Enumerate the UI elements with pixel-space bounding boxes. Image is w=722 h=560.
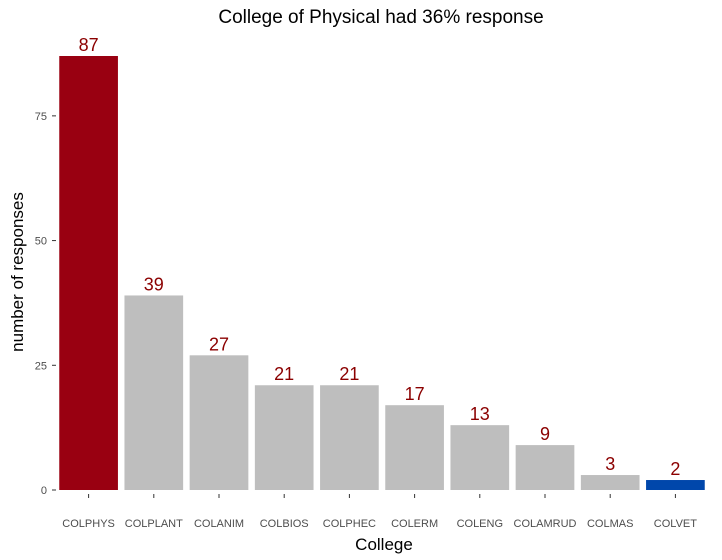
- data-label-colvet: 2: [670, 459, 680, 479]
- bar-colamrud: [515, 445, 575, 490]
- x-axis-title: College: [355, 535, 413, 554]
- x-tick-label-colphys: COLPHYS: [62, 518, 115, 530]
- bar-colmas: [580, 475, 640, 490]
- data-label-colamrud: 9: [540, 424, 550, 444]
- data-label-colphys: 87: [79, 35, 99, 55]
- bar-colphys: [59, 56, 118, 490]
- x-tick-label-colerm: COLERM: [391, 518, 438, 530]
- bar-colvet: [646, 480, 705, 490]
- x-tick-label-colplant: COLPLANT: [125, 518, 183, 530]
- bar-colphec: [320, 385, 379, 490]
- x-axis: COLPHYS COLPLANT COLANIM COLBIOS COLPHEC COLE…: [62, 494, 697, 530]
- data-label-colbios: 21: [274, 364, 294, 384]
- bar-colbios: [254, 385, 314, 490]
- data-label-coleng: 13: [470, 404, 490, 424]
- y-tick-label: 25: [35, 360, 47, 372]
- data-labels: 87 39 27 21 21 17 13 9 3 2: [79, 35, 681, 479]
- y-tick-label: 0: [41, 485, 47, 497]
- y-axis: 0 25 50 75: [35, 111, 56, 497]
- x-tick-label-colamrud: COLAMRUD: [514, 518, 577, 530]
- bar-colplant: [124, 295, 184, 490]
- data-label-colerm: 17: [405, 384, 425, 404]
- x-tick-label-coleng: COLENG: [457, 518, 503, 530]
- data-label-colphec: 21: [339, 364, 359, 384]
- data-label-colplant: 39: [144, 274, 164, 294]
- x-tick-label-colbios: COLBIOS: [260, 518, 309, 530]
- bar-coleng: [450, 425, 510, 490]
- bars: [59, 56, 705, 490]
- chart-title: College of Physical had 36% response: [218, 7, 543, 28]
- bar-colanim: [189, 355, 249, 490]
- bar-colerm: [385, 405, 444, 490]
- data-label-colanim: 27: [209, 334, 229, 354]
- x-tick-label-colmas: COLMAS: [587, 518, 633, 530]
- x-tick-label-colphec: COLPHEC: [323, 518, 376, 530]
- data-label-colmas: 3: [605, 454, 615, 474]
- x-tick-label-colanim: COLANIM: [194, 518, 244, 530]
- y-axis-title: number of responses: [8, 192, 27, 352]
- y-tick-label: 50: [35, 236, 47, 248]
- x-tick-label-colvet: COLVET: [654, 518, 697, 530]
- y-tick-label: 75: [35, 111, 47, 123]
